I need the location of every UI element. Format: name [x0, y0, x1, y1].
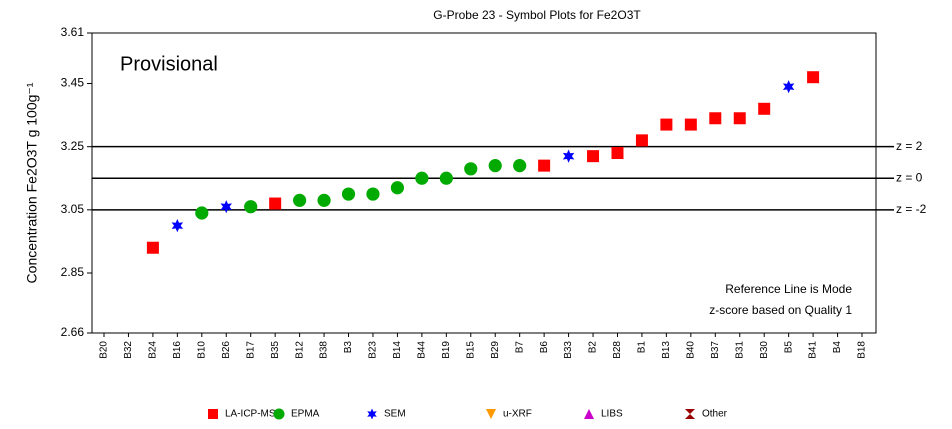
- marker: [587, 150, 600, 163]
- marker: [486, 409, 496, 419]
- reference-label: z = 2: [896, 139, 923, 153]
- marker: [208, 409, 218, 419]
- marker: [782, 80, 795, 94]
- reference-label: z = 0: [896, 170, 923, 184]
- x-tick-label: B7: [514, 341, 525, 354]
- x-tick-label: B41: [808, 341, 819, 359]
- y-axis-label: Concentration Fe2O3T g 100g⁻¹: [24, 82, 40, 283]
- x-tick-label: B40: [685, 341, 696, 359]
- legend-label: LIBS: [601, 409, 623, 420]
- reference-label: z = -2: [896, 202, 927, 216]
- marker: [685, 409, 695, 419]
- x-tick-label: B14: [392, 341, 403, 359]
- x-tick-label: B6: [539, 341, 550, 354]
- marker: [341, 187, 356, 201]
- x-tick-label: B16: [172, 341, 183, 359]
- marker: [390, 181, 405, 195]
- x-tick-label: B13: [661, 341, 672, 359]
- x-tick-label: B24: [148, 341, 159, 359]
- chart-title: G-Probe 23 - Symbol Plots for Fe2O3T: [433, 8, 641, 22]
- y-tick-label: 3.61: [61, 25, 85, 39]
- x-tick-label: B38: [319, 341, 330, 359]
- y-tick-label: 2.66: [61, 325, 85, 339]
- x-tick-label: B37: [710, 341, 721, 359]
- marker: [660, 118, 673, 131]
- marker: [367, 408, 377, 420]
- x-tick-label: B18: [857, 341, 868, 359]
- marker: [611, 147, 624, 159]
- x-tick-label: B30: [759, 341, 770, 359]
- x-tick-label: B28: [612, 341, 623, 359]
- x-tick-label: B2: [588, 341, 599, 354]
- x-tick-label: B35: [270, 341, 281, 359]
- x-tick-label: B1: [637, 341, 648, 354]
- x-tick-label: B29: [490, 341, 501, 359]
- x-tick-label: B12: [294, 341, 305, 359]
- x-tick-label: B32: [123, 341, 134, 359]
- marker: [807, 71, 820, 84]
- marker: [538, 159, 551, 172]
- marker: [488, 159, 502, 173]
- marker: [733, 112, 746, 125]
- marker: [513, 159, 527, 173]
- marker: [464, 162, 478, 176]
- x-tick-label: B5: [783, 341, 794, 354]
- marker: [269, 197, 282, 210]
- marker: [584, 409, 594, 419]
- marker: [146, 241, 159, 254]
- x-tick-label: B26: [221, 341, 232, 359]
- legend-label: EPMA: [291, 409, 320, 420]
- y-tick-label: 2.85: [61, 265, 85, 279]
- x-tick-label: B17: [245, 341, 256, 359]
- x-tick-label: B33: [563, 341, 574, 359]
- x-tick-label: B23: [368, 341, 379, 359]
- x-tick-label: B15: [465, 341, 476, 359]
- marker: [244, 200, 258, 214]
- marker: [635, 134, 648, 147]
- marker: [366, 187, 380, 201]
- annotation: z-score based on Quality 1: [709, 303, 852, 317]
- x-tick-label: B20: [99, 341, 110, 359]
- y-tick-label: 3.45: [61, 76, 85, 90]
- x-tick-label: B4: [832, 341, 843, 354]
- x-tick-label: B10: [196, 341, 207, 359]
- legend-label: SEM: [384, 409, 406, 420]
- legend-label: u-XRF: [503, 409, 532, 420]
- y-tick-label: 3.25: [61, 139, 85, 153]
- marker: [562, 149, 575, 163]
- marker: [758, 102, 771, 115]
- marker: [273, 408, 285, 420]
- annotation: Provisional: [120, 53, 218, 75]
- x-tick-label: B19: [441, 341, 452, 359]
- legend-label: Other: [702, 409, 728, 420]
- y-tick-label: 3.05: [61, 202, 85, 216]
- marker: [171, 219, 184, 233]
- plot-frame: [91, 32, 877, 334]
- marker: [317, 193, 331, 207]
- marker: [709, 112, 722, 125]
- marker: [439, 171, 453, 185]
- x-tick-label: B3: [343, 341, 354, 354]
- marker: [293, 193, 307, 207]
- marker: [195, 206, 209, 220]
- x-tick-label: B31: [734, 341, 745, 359]
- marker: [220, 200, 232, 214]
- marker: [415, 171, 429, 185]
- x-tick-label: B44: [417, 341, 428, 359]
- annotation: Reference Line is Mode: [725, 282, 852, 296]
- marker: [684, 118, 697, 131]
- legend-label: LA-ICP-MS: [225, 409, 276, 420]
